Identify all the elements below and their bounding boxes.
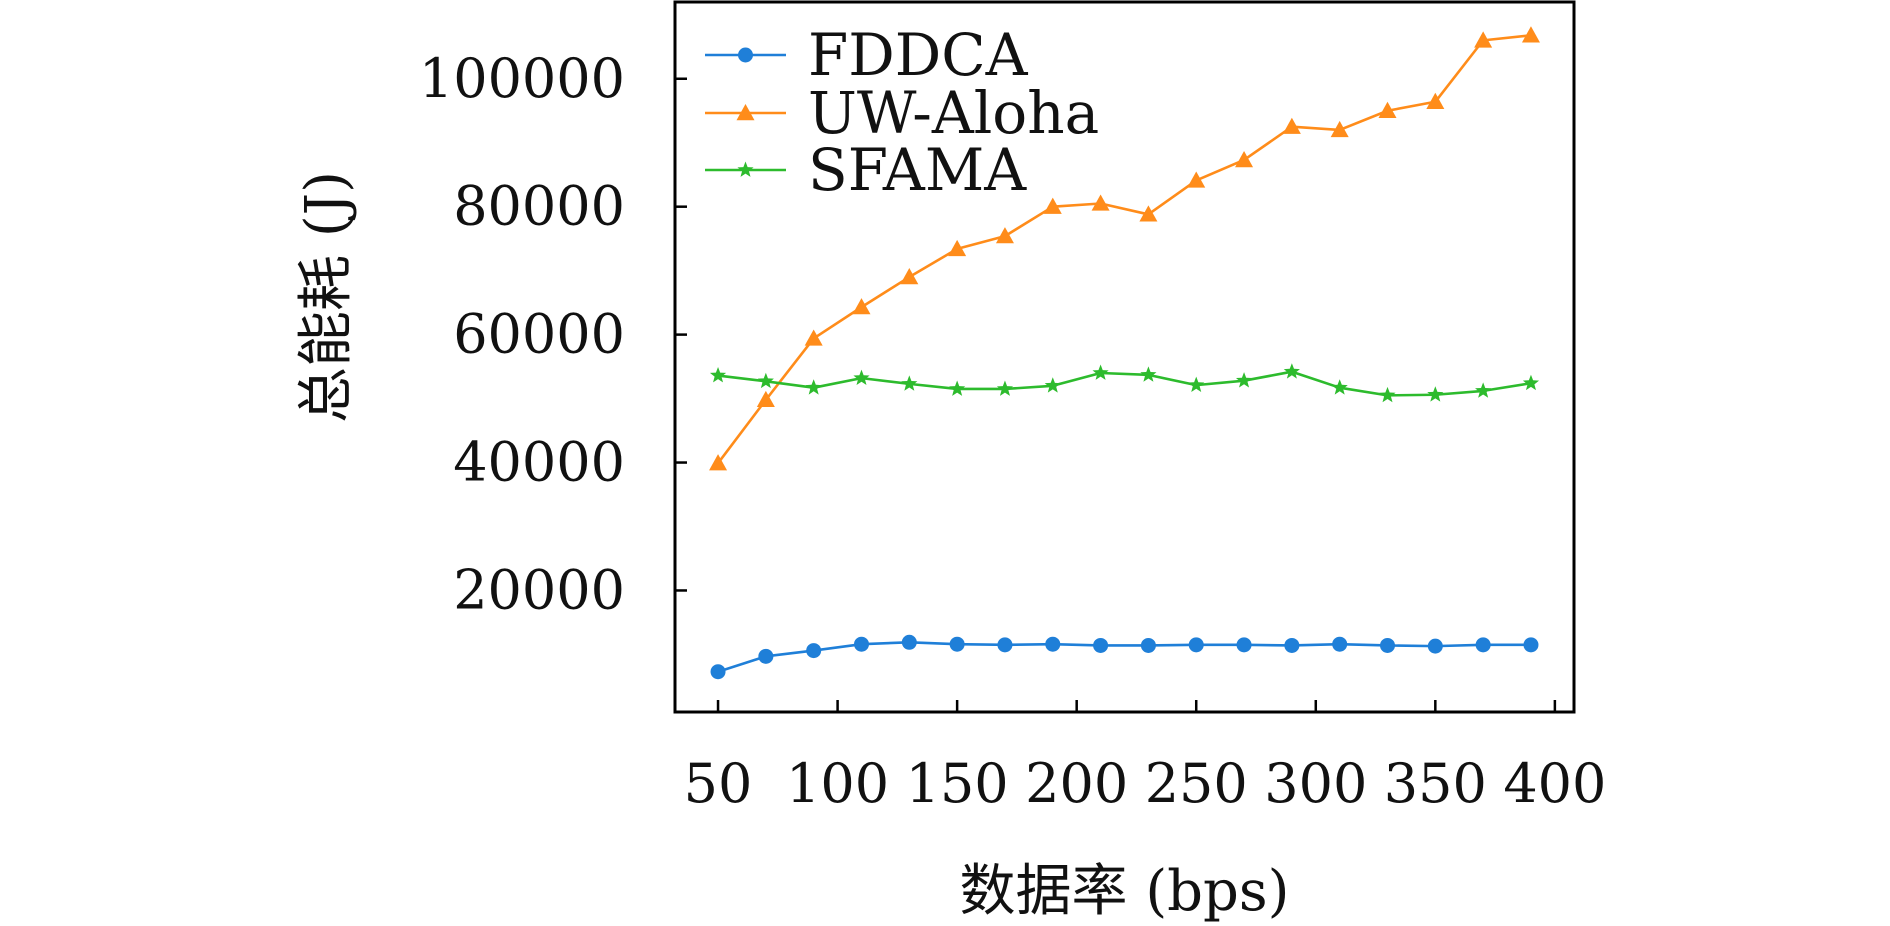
- data-point-uw-aloha: [1187, 171, 1206, 188]
- y-tick-label: 40000: [453, 431, 625, 494]
- data-point-uw-aloha: [1521, 26, 1540, 43]
- data-point-uw-aloha: [995, 227, 1014, 244]
- data-point-uw-aloha: [756, 390, 775, 408]
- legend-marker-fddca: [738, 47, 753, 63]
- data-point-sfama: [1379, 386, 1396, 403]
- data-point-fddca: [1332, 636, 1348, 652]
- data-point-sfama: [853, 369, 870, 385]
- data-point-sfama: [1188, 376, 1205, 393]
- data-point-fddca: [1140, 637, 1156, 653]
- data-point-uw-aloha: [948, 239, 967, 257]
- x-tick-label: 50: [684, 752, 753, 815]
- data-point-fddca: [1284, 637, 1300, 653]
- data-point-sfama: [1475, 382, 1492, 398]
- data-point-uw-aloha: [1139, 205, 1158, 222]
- data-point-fddca: [997, 637, 1013, 653]
- data-point-sfama: [901, 375, 918, 391]
- data-point-sfama: [1235, 372, 1253, 388]
- data-point-sfama: [1140, 366, 1157, 382]
- data-point-fddca: [1380, 637, 1396, 653]
- data-point-uw-aloha: [804, 329, 823, 346]
- data-point-fddca: [1045, 636, 1061, 652]
- legend-label-sfama: SFAMA: [808, 136, 1027, 204]
- y-tick-label: 80000: [453, 175, 625, 238]
- y-tick-label: 100000: [419, 47, 625, 110]
- data-point-fddca: [1427, 638, 1443, 654]
- data-point-uw-aloha: [1378, 101, 1397, 118]
- x-tick-label: 250: [1145, 752, 1248, 815]
- data-point-uw-aloha: [1091, 194, 1110, 211]
- data-point-sfama: [709, 367, 727, 383]
- data-point-fddca: [901, 634, 917, 650]
- legend-marker-sfama: [737, 161, 754, 177]
- x-axis-label: 数据率 (bps): [960, 859, 1290, 924]
- x-tick-label: 300: [1264, 752, 1367, 815]
- data-point-sfama: [805, 379, 822, 395]
- y-tick-label: 60000: [453, 303, 625, 366]
- series-line-fddca: [717, 640, 1531, 673]
- data-point-fddca: [1236, 637, 1252, 653]
- legend-label-fddca: FDDCA: [808, 21, 1029, 89]
- y-tick-label: 20000: [453, 558, 625, 621]
- data-point-uw-aloha: [1474, 31, 1493, 48]
- data-point-fddca: [806, 643, 822, 659]
- data-point-sfama: [1044, 377, 1061, 393]
- data-point-fddca: [758, 648, 774, 664]
- x-tick-label: 400: [1503, 752, 1606, 815]
- series-line-sfama: [717, 370, 1532, 397]
- x-tick-label: 150: [906, 752, 1009, 815]
- data-point-uw-aloha: [1043, 197, 1062, 214]
- data-point-sfama: [1283, 363, 1300, 379]
- data-point-uw-aloha: [709, 454, 728, 471]
- data-point-sfama: [1427, 386, 1444, 402]
- data-point-sfama: [1522, 374, 1540, 391]
- x-tick-label: 350: [1384, 752, 1487, 815]
- series-layer: [709, 26, 1540, 680]
- data-point-uw-aloha: [1235, 150, 1254, 168]
- axes-layer: 50 100 150 200 250 300 350 400 20000 40000 60000 80…: [419, 0, 1606, 815]
- data-point-sfama: [996, 380, 1014, 396]
- data-point-sfama: [949, 380, 966, 396]
- data-point-uw-aloha: [900, 268, 919, 285]
- series-line-uw-aloha: [717, 33, 1532, 464]
- data-point-sfama: [757, 372, 774, 389]
- data-point-uw-aloha: [1330, 120, 1349, 138]
- data-point-fddca: [1475, 637, 1491, 653]
- data-point-fddca: [1093, 637, 1109, 653]
- data-point-uw-aloha: [1282, 117, 1301, 134]
- data-point-fddca: [949, 636, 965, 652]
- axis-labels: 数据率 (bps) 总能耗 (J): [294, 171, 1289, 924]
- data-point-fddca: [853, 636, 869, 652]
- x-tick-label: 100: [786, 752, 889, 815]
- x-tick-label: 200: [1025, 752, 1128, 815]
- data-point-uw-aloha: [1426, 92, 1445, 109]
- data-point-sfama: [1331, 379, 1348, 395]
- y-axis-label: 总能耗 (J): [294, 171, 359, 423]
- data-point-uw-aloha: [852, 298, 871, 315]
- data-point-fddca: [710, 664, 726, 680]
- data-point-fddca: [1188, 637, 1204, 653]
- legend-label-uw-aloha: UW-Aloha: [808, 79, 1099, 147]
- legend-marker-uw-aloha: [736, 104, 755, 121]
- data-point-sfama: [1092, 364, 1109, 380]
- plot-frame: [673, 0, 1576, 714]
- data-point-fddca: [1523, 637, 1539, 653]
